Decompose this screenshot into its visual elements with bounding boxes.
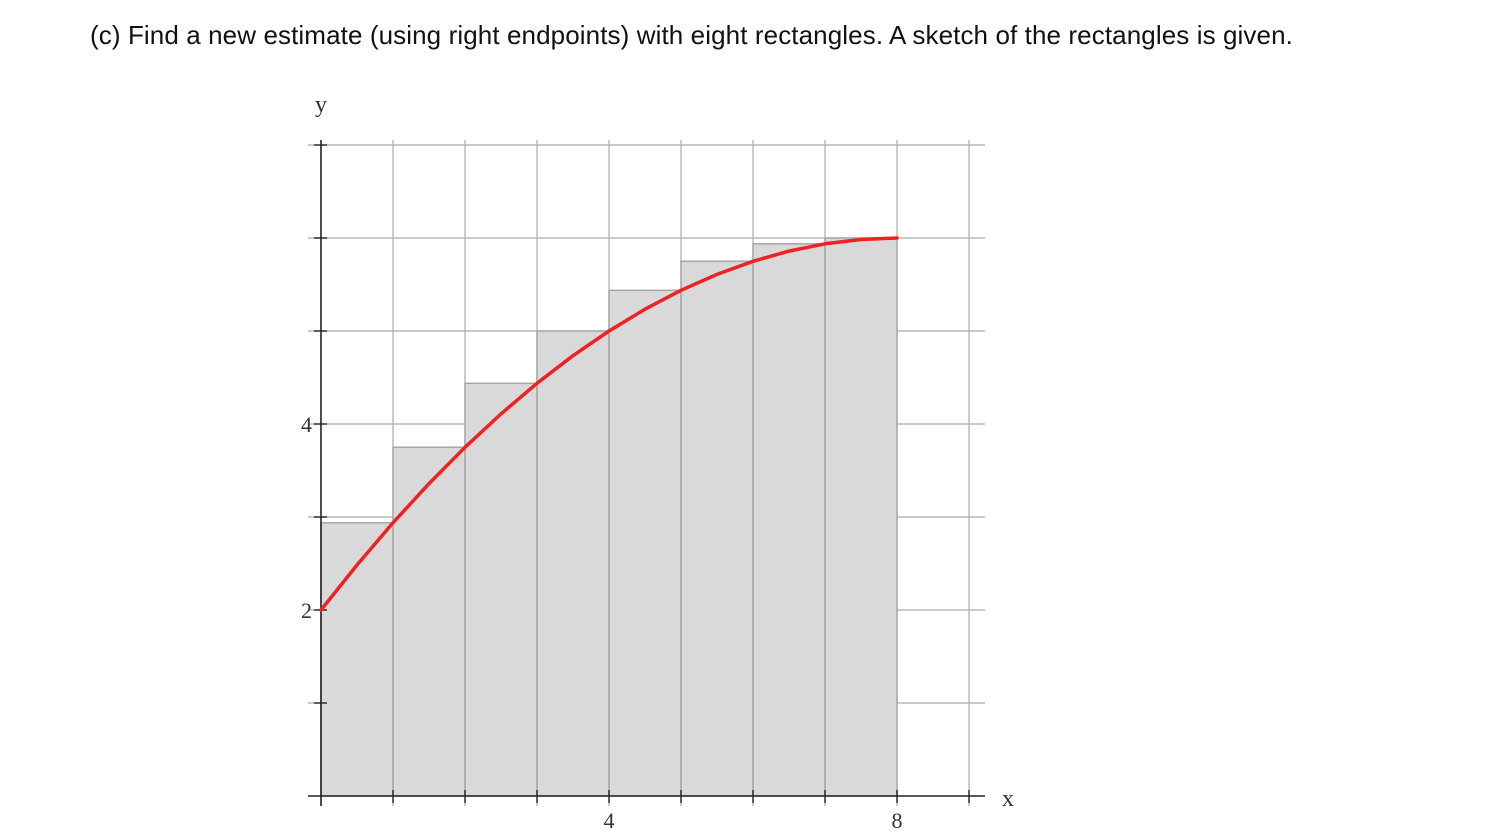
riemann-rectangle	[392, 446, 466, 797]
riemann-rectangle	[680, 260, 754, 797]
question-text: (c) Find a new estimate (using right end…	[90, 20, 1293, 50]
riemann-rectangle	[320, 522, 394, 797]
riemann-rectangle	[608, 289, 682, 797]
x-axis-label: x	[1002, 786, 1014, 812]
y-axis-label: y	[315, 92, 327, 118]
curve-layer	[319, 236, 899, 612]
riemann-rectangle	[464, 382, 538, 797]
y-tick-label: 2	[301, 598, 312, 623]
axes	[308, 140, 985, 806]
riemann-rectangle	[536, 330, 610, 797]
x-tick-label: 8	[892, 808, 903, 833]
rectangles	[320, 237, 898, 797]
function-curve	[319, 236, 899, 612]
riemann-rectangle	[752, 243, 826, 797]
labels: y x 4 8 2 4	[301, 92, 1014, 833]
riemann-rectangle	[824, 237, 898, 797]
y-tick-label: 4	[301, 412, 312, 437]
x-tick-label: 4	[604, 808, 615, 833]
